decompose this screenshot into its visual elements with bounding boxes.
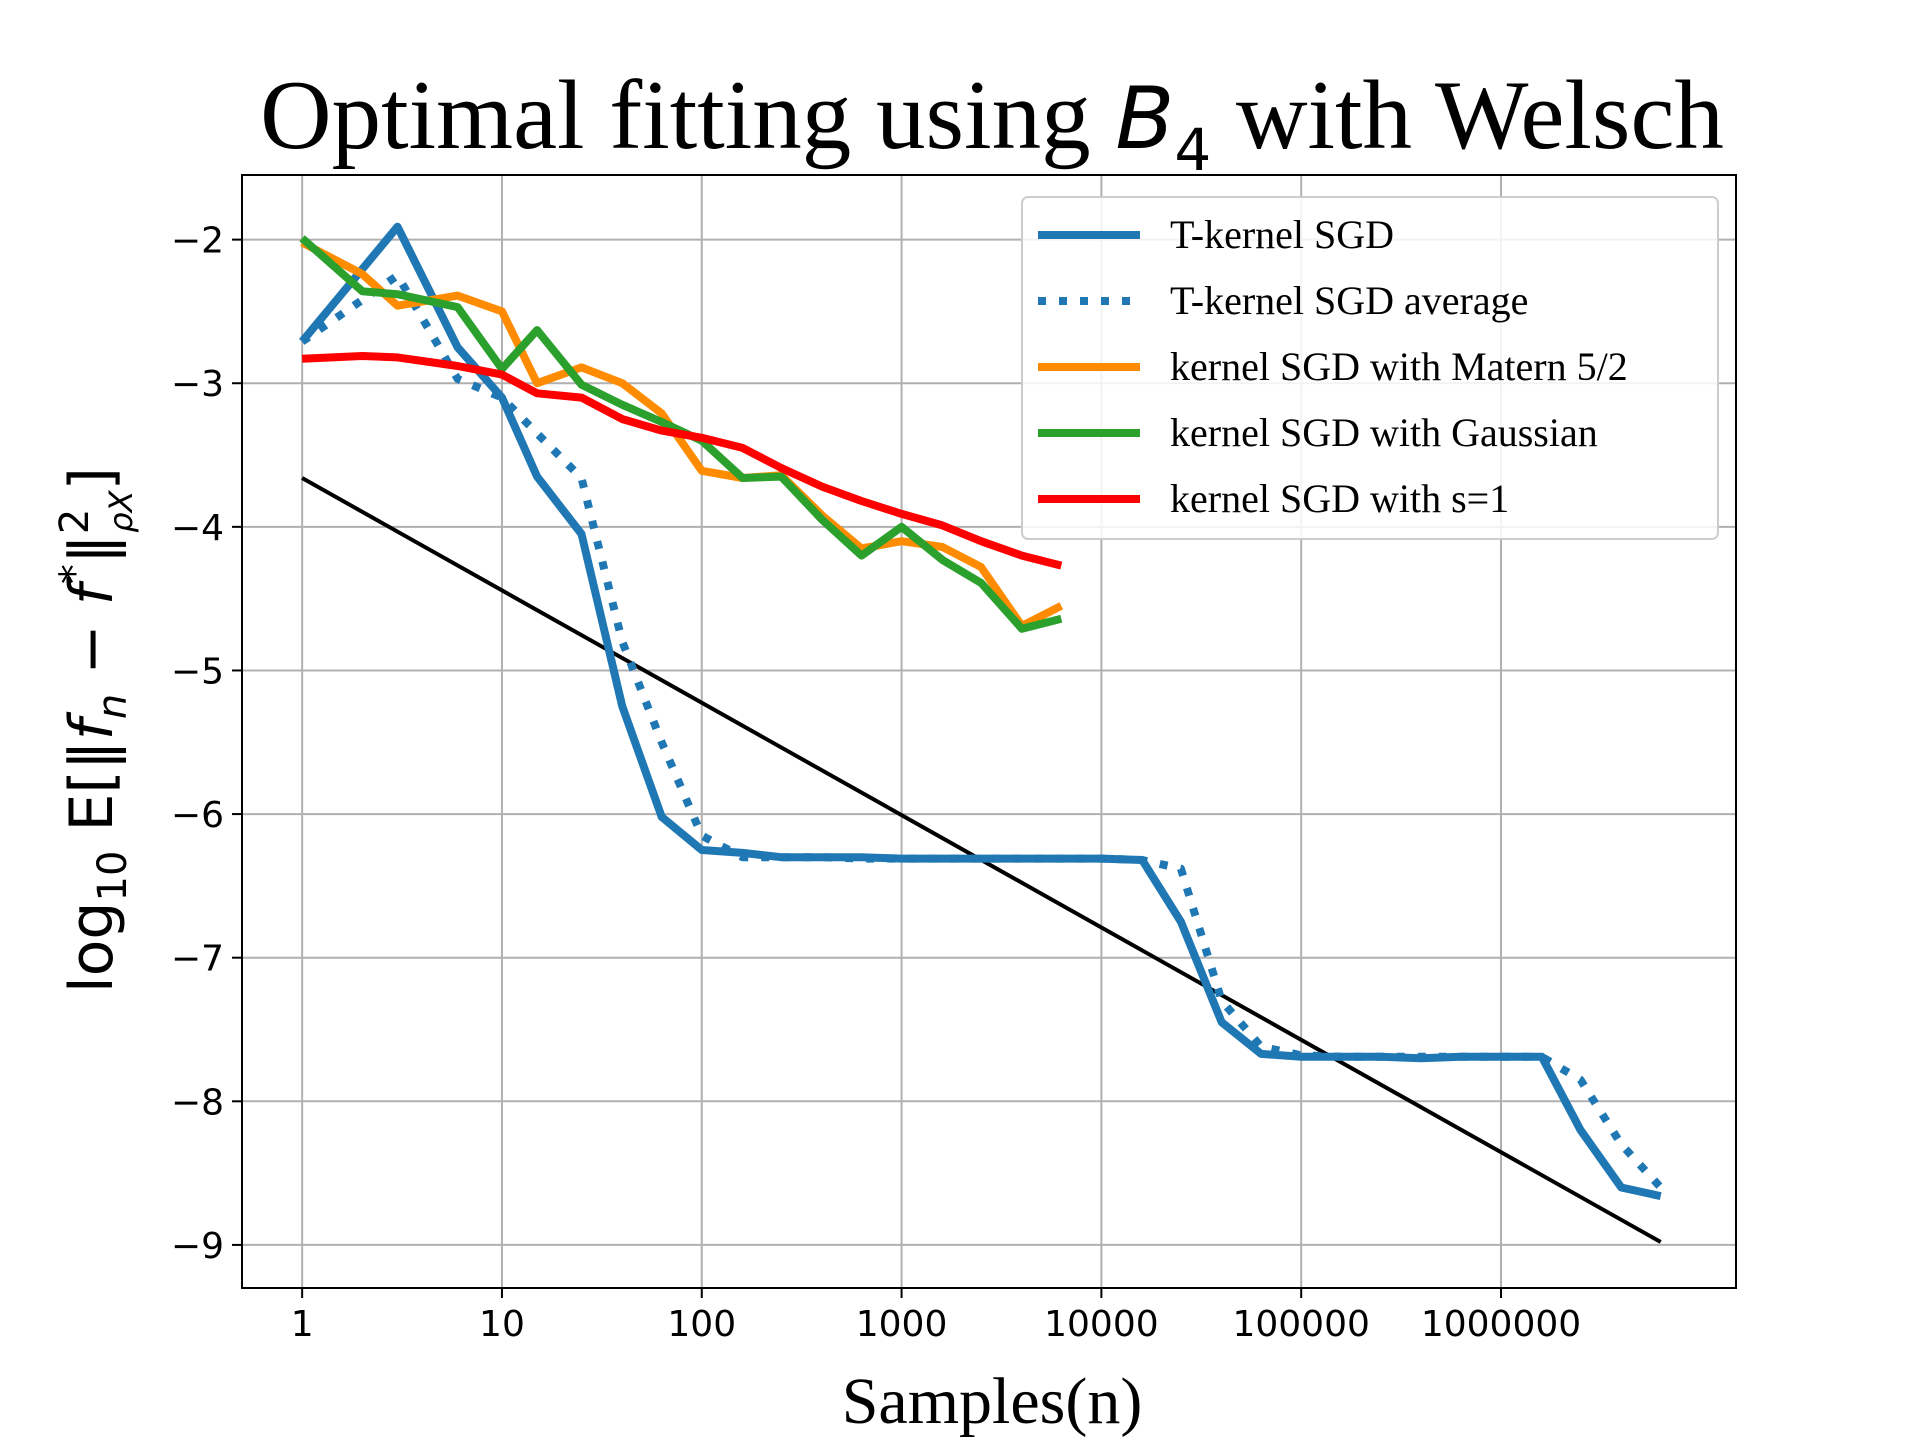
y-tick-label: −4: [171, 508, 224, 549]
x-tick-label: 1: [291, 1304, 314, 1345]
y-tick-label: −6: [171, 795, 224, 836]
y-tick-label: −2: [171, 221, 224, 262]
y-axis-label: log10 E[‖fn − f*‖2 ρX]: [52, 467, 140, 993]
x-axis: 1 10 100 1000 10000 100000 1000000: [291, 1288, 1581, 1345]
series-line-2: [300, 238, 1064, 630]
legend-label: T-kernel SGD: [1170, 212, 1394, 257]
x-tick-label: 100000: [1232, 1304, 1369, 1345]
series-line-4: [301, 352, 1063, 570]
series-line-0: [299, 222, 1662, 1201]
y-tick-label: −8: [171, 1082, 224, 1123]
x-tick-label: 100: [667, 1304, 736, 1345]
legend-label: kernel SGD with Matern 5/2: [1170, 344, 1628, 389]
y-axis: −2 −3 −4 −5 −6 −7 −8 −9: [171, 221, 242, 1267]
legend-label: T-kernel SGD average: [1170, 278, 1528, 323]
x-tick-label: 10000: [1044, 1304, 1159, 1345]
y-tick-label: −9: [171, 1226, 224, 1267]
y-tick-label: −5: [171, 651, 224, 692]
x-tick-label: 1000: [856, 1304, 948, 1345]
x-tick-label: 10: [479, 1304, 525, 1345]
legend: T-kernel SGD T-kernel SGD average kernel S…: [1021, 196, 1719, 540]
plot-frame: [241, 174, 1737, 1289]
chart-title: Optimal fitting using B4 with Welsch: [260, 61, 1724, 184]
legend-label: kernel SGD with Gaussian: [1170, 410, 1598, 455]
legend-box: [1021, 196, 1719, 540]
y-tick-label: −7: [171, 939, 224, 980]
y-tick-label: −3: [171, 364, 224, 405]
x-axis-label: Samples(n): [842, 1365, 1143, 1438]
x-tick-label: 1000000: [1421, 1304, 1581, 1345]
legend-label: kernel SGD with s=1: [1170, 476, 1509, 521]
plot-area: [299, 222, 1664, 1244]
